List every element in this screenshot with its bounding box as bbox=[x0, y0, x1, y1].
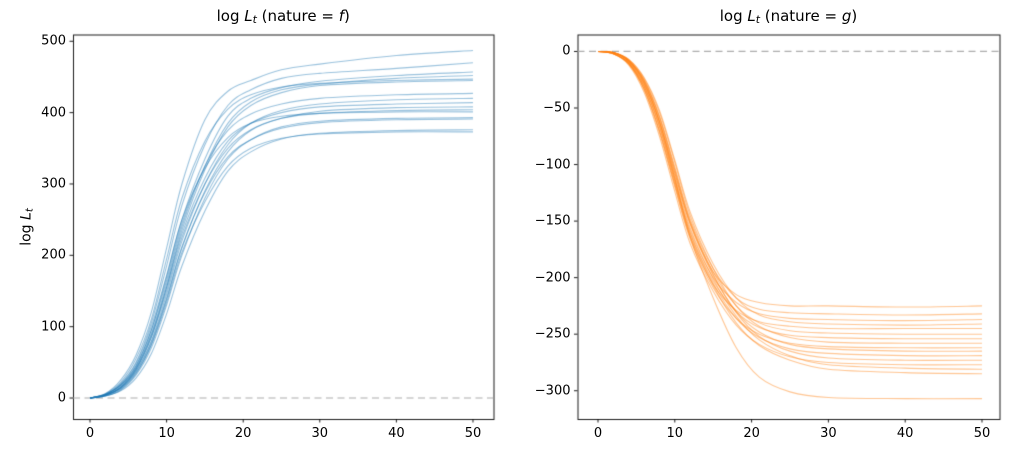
x-tick-label: 10 bbox=[158, 426, 175, 441]
x-tick-label: 20 bbox=[234, 426, 252, 441]
y-tick-label: 100 bbox=[41, 319, 66, 335]
title-nature-post: ) bbox=[851, 7, 858, 25]
x-tick-label: 50 bbox=[464, 426, 482, 441]
title-nature-pre: (nature = bbox=[759, 7, 842, 25]
x-tick-label: 0 bbox=[593, 426, 603, 441]
y-tick-label: 400 bbox=[41, 105, 66, 121]
y-tick-label: −200 bbox=[534, 270, 571, 286]
title-nature-pre: (nature = bbox=[256, 7, 339, 25]
right-plot-title: log Lt (nature = g) bbox=[720, 7, 858, 26]
y-tick-label: −100 bbox=[534, 157, 571, 173]
y-tick-label: −300 bbox=[534, 383, 571, 399]
y-tick-label: 300 bbox=[41, 176, 66, 192]
y-tick-label: 0 bbox=[562, 43, 571, 59]
x-tick-label: 0 bbox=[85, 426, 95, 441]
y-tick-label: 500 bbox=[41, 33, 66, 49]
x-tick-label: 40 bbox=[388, 426, 405, 441]
ylabel-log-text: log bbox=[18, 219, 35, 246]
left-plot-title: log Lt (nature = f) bbox=[217, 7, 350, 26]
y-tick-label: −250 bbox=[534, 326, 571, 342]
title-log-text: log bbox=[216, 7, 245, 25]
x-tick-label: 30 bbox=[820, 426, 837, 441]
y-tick-label: −150 bbox=[534, 213, 571, 229]
title-nature-post: ) bbox=[344, 7, 350, 25]
ylabel-subscript: t bbox=[24, 208, 36, 213]
title-subscript: t bbox=[755, 12, 760, 26]
y-tick-label: 200 bbox=[41, 247, 66, 263]
ylabel-likelihood-var: L bbox=[18, 212, 35, 220]
title-nature-value: g bbox=[841, 7, 852, 25]
title-nature-value: f bbox=[338, 7, 345, 25]
x-tick-label: 20 bbox=[743, 426, 760, 441]
x-tick-label: 30 bbox=[311, 426, 329, 441]
title-likelihood-var: L bbox=[747, 7, 756, 25]
y-axis-label: log Lt bbox=[19, 208, 36, 246]
title-log-text: log bbox=[719, 7, 748, 25]
title-likelihood-var: L bbox=[244, 7, 253, 25]
title-subscript: t bbox=[252, 12, 257, 26]
x-tick-label: 40 bbox=[896, 426, 914, 441]
x-tick-label: 50 bbox=[973, 426, 991, 441]
x-tick-label: 10 bbox=[666, 426, 684, 441]
y-tick-label: −50 bbox=[543, 100, 571, 116]
y-tick-label: 0 bbox=[57, 390, 66, 406]
